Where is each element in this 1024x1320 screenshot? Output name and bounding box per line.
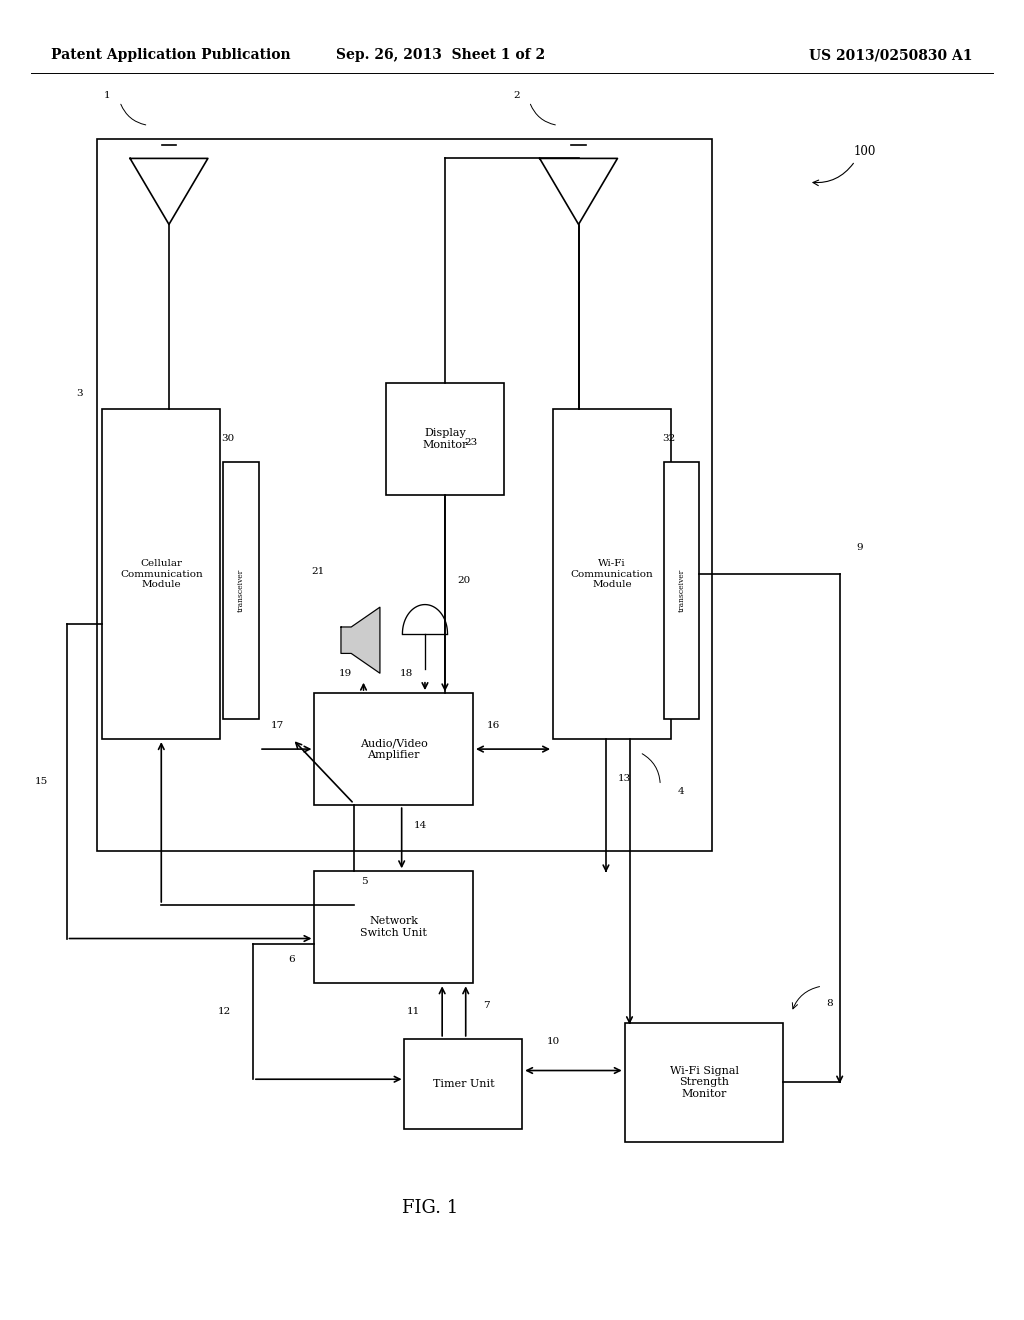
Text: Sep. 26, 2013  Sheet 1 of 2: Sep. 26, 2013 Sheet 1 of 2 bbox=[336, 49, 545, 62]
Text: Wi-Fi Signal
Strength
Monitor: Wi-Fi Signal Strength Monitor bbox=[670, 1065, 738, 1100]
FancyBboxPatch shape bbox=[386, 383, 504, 495]
Text: 4: 4 bbox=[678, 788, 684, 796]
Text: 14: 14 bbox=[414, 821, 427, 829]
Text: FIG. 1: FIG. 1 bbox=[402, 1199, 458, 1217]
Text: 15: 15 bbox=[35, 776, 47, 785]
Text: 18: 18 bbox=[400, 669, 413, 677]
Text: US 2013/0250830 A1: US 2013/0250830 A1 bbox=[809, 49, 973, 62]
Text: 6: 6 bbox=[289, 956, 295, 964]
FancyBboxPatch shape bbox=[625, 1023, 783, 1142]
FancyBboxPatch shape bbox=[314, 693, 473, 805]
Text: 23: 23 bbox=[464, 438, 477, 446]
Text: 3: 3 bbox=[77, 389, 83, 397]
Text: 11: 11 bbox=[407, 1007, 420, 1015]
Text: 32: 32 bbox=[663, 434, 675, 442]
Text: 5: 5 bbox=[361, 876, 368, 886]
FancyBboxPatch shape bbox=[664, 462, 699, 719]
Text: 20: 20 bbox=[458, 577, 470, 585]
Text: 100: 100 bbox=[854, 145, 877, 158]
Polygon shape bbox=[130, 158, 208, 224]
Polygon shape bbox=[540, 158, 617, 224]
Text: Wi-Fi
Communication
Module: Wi-Fi Communication Module bbox=[570, 560, 653, 589]
Text: 2: 2 bbox=[514, 91, 520, 99]
FancyBboxPatch shape bbox=[404, 1039, 522, 1129]
FancyBboxPatch shape bbox=[314, 871, 473, 983]
Text: 30: 30 bbox=[222, 434, 234, 442]
Text: Timer Unit: Timer Unit bbox=[432, 1078, 495, 1089]
Text: 8: 8 bbox=[826, 999, 833, 1007]
Text: 7: 7 bbox=[483, 1002, 490, 1010]
Text: 9: 9 bbox=[857, 544, 863, 552]
FancyBboxPatch shape bbox=[223, 462, 259, 719]
Polygon shape bbox=[341, 607, 380, 673]
Text: 16: 16 bbox=[487, 721, 500, 730]
Text: 17: 17 bbox=[271, 721, 284, 730]
FancyBboxPatch shape bbox=[102, 409, 220, 739]
Text: transceiver: transceiver bbox=[238, 569, 245, 612]
Text: 10: 10 bbox=[547, 1038, 559, 1045]
Text: 21: 21 bbox=[311, 568, 324, 576]
Text: 13: 13 bbox=[617, 775, 631, 783]
FancyBboxPatch shape bbox=[553, 409, 671, 739]
Text: Display
Monitor: Display Monitor bbox=[422, 428, 468, 450]
Text: Patent Application Publication: Patent Application Publication bbox=[51, 49, 291, 62]
Text: 1: 1 bbox=[104, 91, 111, 99]
Text: Network
Switch Unit: Network Switch Unit bbox=[360, 916, 427, 939]
Text: Cellular
Communication
Module: Cellular Communication Module bbox=[120, 560, 203, 589]
Text: 19: 19 bbox=[339, 669, 351, 677]
Text: Audio/Video
Amplifier: Audio/Video Amplifier bbox=[359, 738, 428, 760]
Text: 12: 12 bbox=[218, 1007, 230, 1015]
Text: transceiver: transceiver bbox=[678, 569, 685, 612]
